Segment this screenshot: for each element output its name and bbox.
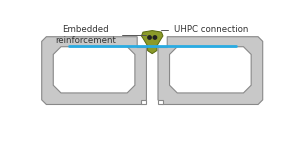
Text: UHPC connection: UHPC connection [161,25,248,34]
Bar [158,100,163,104]
Polygon shape [53,47,135,93]
Circle shape [148,36,151,39]
Polygon shape [141,31,163,54]
Text: Embedded
reinforcement: Embedded reinforcement [55,25,146,45]
Bar [141,100,146,104]
Polygon shape [158,37,263,104]
Polygon shape [170,47,251,93]
Polygon shape [42,37,146,104]
Circle shape [153,36,157,39]
